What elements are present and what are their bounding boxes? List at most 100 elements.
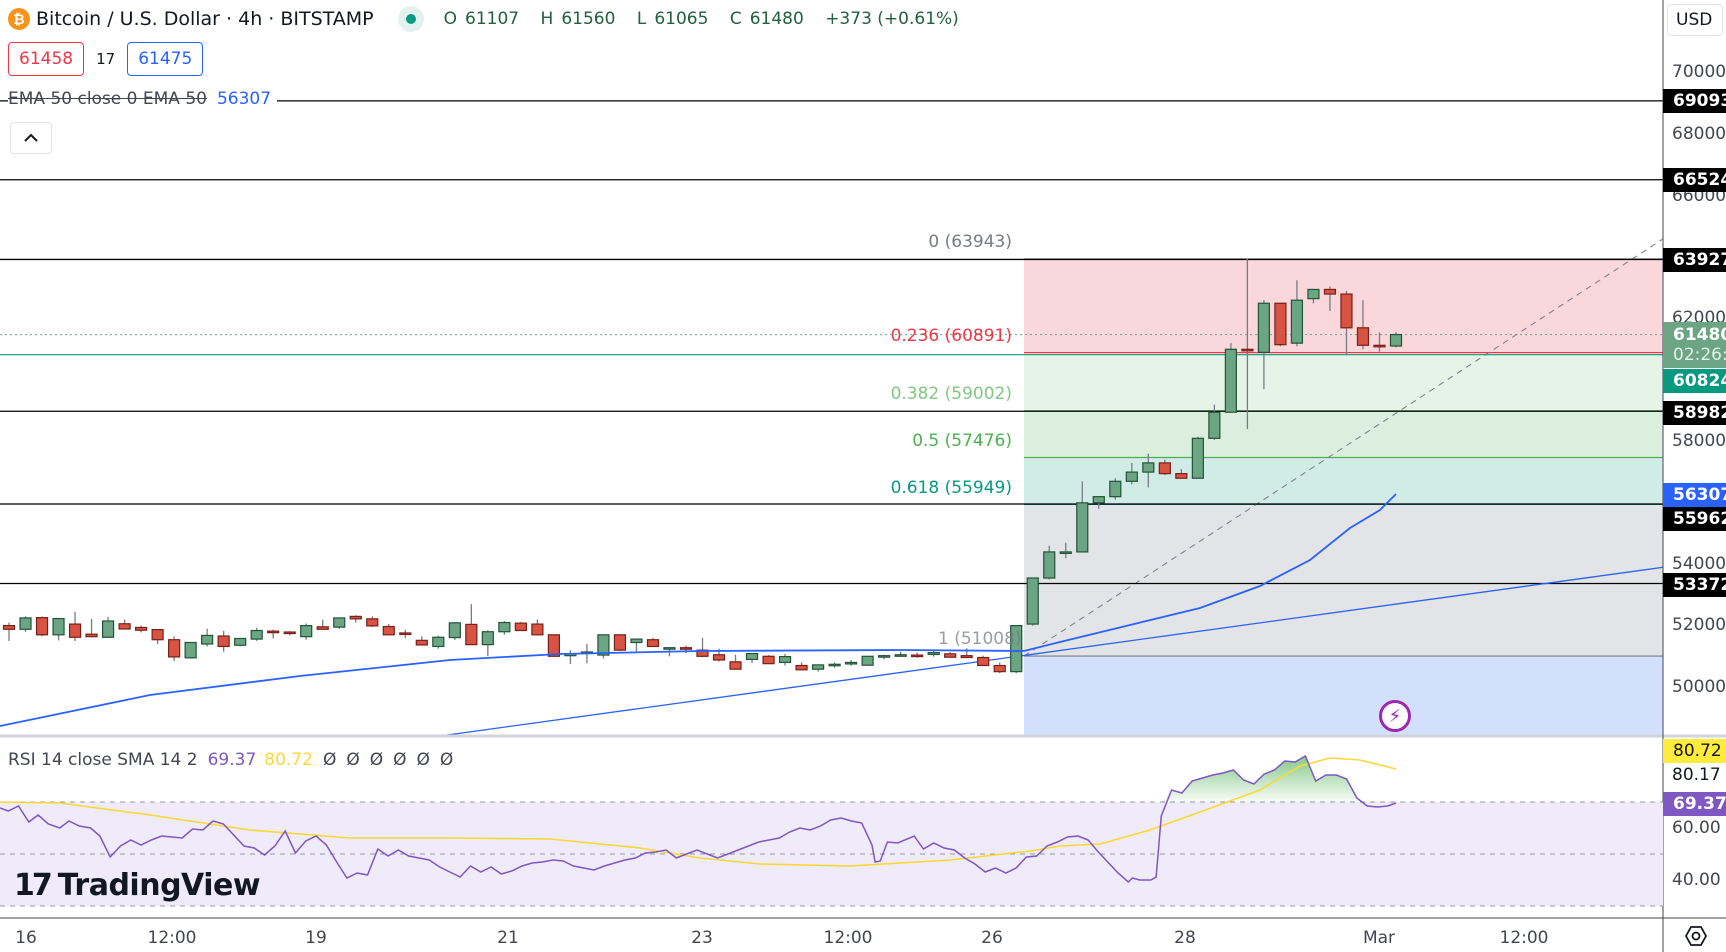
candle	[382, 625, 395, 636]
na-value: Ø	[322, 750, 337, 770]
buy-button[interactable]: 61475	[127, 42, 204, 76]
candle	[349, 615, 362, 620]
candle	[1109, 480, 1122, 498]
candle	[663, 647, 676, 650]
candle	[613, 634, 627, 651]
time-tick: 12:00	[147, 928, 197, 948]
tradingview-logo[interactable]: 17 TradingView	[14, 868, 261, 903]
na-value: Ø	[416, 750, 430, 770]
time-tick: 26	[981, 928, 1003, 948]
candle	[267, 630, 280, 634]
candle	[1158, 462, 1171, 475]
price-tick: 54000	[1672, 554, 1726, 574]
hline-price-tag: 53372	[1663, 573, 1726, 597]
time-tick: 12:00	[823, 928, 873, 948]
lightning-icon[interactable]: ⚡	[1379, 700, 1411, 732]
candle	[1307, 288, 1320, 300]
fib-label-05: 0.5 (57476)	[912, 431, 1012, 451]
settings-icon[interactable]	[1684, 924, 1708, 948]
candle	[1059, 551, 1072, 555]
fib-zone	[1024, 504, 1663, 657]
rsi-value-tag: 69.37	[1663, 792, 1726, 816]
time-tick: 21	[497, 928, 519, 948]
candle	[1356, 327, 1370, 346]
candle	[547, 634, 560, 657]
candle	[993, 664, 1006, 673]
candle	[597, 634, 610, 656]
low-label: L	[636, 9, 647, 29]
time-tick: 19	[305, 928, 327, 948]
candle	[1191, 437, 1204, 479]
candle	[1389, 333, 1403, 347]
hline-price-tag: 69093	[1663, 89, 1726, 113]
open-value: 61107	[465, 9, 520, 29]
candle	[729, 661, 742, 670]
ema-legend[interactable]: EMA 50 close 0 EMA 50 56307	[8, 89, 278, 109]
candle	[811, 664, 825, 670]
candle	[234, 637, 247, 646]
candle	[52, 617, 65, 636]
candle	[217, 635, 230, 648]
candle	[911, 654, 924, 658]
collapse-legend-button[interactable]	[10, 122, 52, 154]
price-tick: 52000	[1672, 615, 1726, 635]
candle	[1257, 302, 1271, 353]
fib-zone	[1024, 352, 1663, 411]
ema-legend-label: EMA 50 close 0 EMA 50	[8, 89, 207, 109]
close-label: C	[729, 9, 742, 29]
candle	[118, 623, 131, 630]
candle	[151, 628, 164, 641]
candle	[101, 620, 115, 638]
bar-countdown: 02:26:	[1673, 345, 1726, 365]
candle	[845, 661, 858, 665]
candle	[1076, 502, 1089, 553]
ema-price-tag: 56307	[1663, 483, 1726, 507]
candle	[1290, 299, 1304, 344]
price-tick: 58000	[1672, 431, 1726, 451]
candle	[432, 636, 445, 648]
time-tick: 12:00	[1499, 928, 1549, 948]
ohlc-values: O 61107 H 61560 L 61065 C 61480 +373 (+0.61%…	[444, 9, 967, 29]
candle	[465, 623, 478, 646]
candle	[300, 624, 313, 638]
candle	[19, 617, 32, 630]
candle	[68, 623, 82, 638]
time-tick: 28	[1174, 928, 1196, 948]
candle	[1373, 344, 1386, 348]
time-tick: 23	[691, 928, 713, 948]
fib-label-0382: 0.382 (59002)	[890, 384, 1012, 404]
candle	[1224, 348, 1237, 413]
sell-button[interactable]: 61458	[8, 42, 85, 76]
candle	[415, 639, 428, 646]
candle	[498, 621, 511, 633]
candle	[861, 655, 874, 666]
price-tick: 70000	[1672, 62, 1726, 82]
candle	[828, 663, 841, 667]
candle	[977, 656, 990, 667]
rsi-tick: 80.17	[1672, 765, 1721, 785]
hline-price-tag: 55962	[1663, 507, 1726, 531]
candle	[366, 618, 379, 627]
symbol-title[interactable]: Bitcoin / U.S. Dollar · 4h · BITSTAMP	[36, 8, 374, 30]
candle	[960, 655, 973, 659]
candle	[1208, 411, 1221, 439]
rsi-overbought-fill	[0, 756, 1396, 802]
high-label: H	[540, 9, 554, 29]
currency-button[interactable]: USD	[1667, 4, 1723, 36]
candle	[1241, 348, 1254, 352]
candle	[481, 631, 494, 646]
candle	[762, 655, 775, 665]
candle	[184, 641, 197, 659]
candle	[1340, 293, 1353, 329]
candle	[679, 647, 693, 650]
rsi-legend[interactable]: RSI 14 close SMA 14 2 69.37 80.72 Ø Ø Ø …	[8, 750, 453, 770]
candle	[712, 654, 726, 661]
candle	[2, 624, 16, 630]
rsi-sma-line	[0, 757, 1397, 867]
fib-label-1: 1 (51008)	[938, 629, 1022, 649]
close-value: 61480	[749, 9, 804, 29]
fib-zone	[1024, 656, 1663, 736]
candle	[35, 617, 49, 636]
candle	[646, 639, 660, 648]
